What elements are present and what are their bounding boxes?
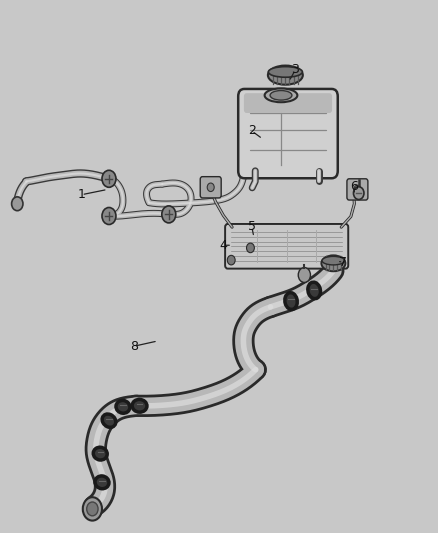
Circle shape bbox=[12, 197, 23, 211]
Circle shape bbox=[87, 502, 98, 516]
Circle shape bbox=[353, 187, 364, 199]
Ellipse shape bbox=[132, 399, 147, 412]
Text: 6: 6 bbox=[350, 180, 358, 193]
Ellipse shape bbox=[265, 88, 297, 102]
Ellipse shape bbox=[285, 293, 297, 310]
Circle shape bbox=[162, 206, 176, 223]
Circle shape bbox=[102, 207, 116, 224]
Text: 5: 5 bbox=[248, 220, 256, 233]
Circle shape bbox=[102, 170, 116, 187]
Ellipse shape bbox=[268, 67, 302, 77]
Ellipse shape bbox=[308, 282, 321, 298]
Ellipse shape bbox=[116, 400, 130, 413]
Circle shape bbox=[247, 243, 254, 253]
Circle shape bbox=[227, 255, 235, 265]
Ellipse shape bbox=[102, 414, 116, 427]
FancyBboxPatch shape bbox=[238, 89, 338, 178]
Text: 8: 8 bbox=[130, 340, 138, 353]
Ellipse shape bbox=[270, 91, 292, 100]
Text: 2: 2 bbox=[248, 124, 256, 138]
Circle shape bbox=[298, 268, 311, 282]
Ellipse shape bbox=[321, 255, 346, 271]
FancyBboxPatch shape bbox=[225, 224, 348, 269]
FancyBboxPatch shape bbox=[347, 179, 368, 200]
Circle shape bbox=[83, 497, 102, 521]
Circle shape bbox=[207, 183, 214, 191]
Ellipse shape bbox=[268, 66, 303, 85]
Text: 4: 4 bbox=[219, 239, 227, 252]
FancyBboxPatch shape bbox=[244, 93, 332, 113]
Ellipse shape bbox=[93, 447, 107, 460]
FancyBboxPatch shape bbox=[200, 176, 221, 198]
Text: 3: 3 bbox=[291, 63, 299, 76]
Text: 7: 7 bbox=[339, 256, 347, 269]
Circle shape bbox=[354, 185, 361, 193]
Ellipse shape bbox=[322, 256, 345, 265]
Text: 1: 1 bbox=[78, 188, 85, 201]
Ellipse shape bbox=[95, 476, 109, 489]
